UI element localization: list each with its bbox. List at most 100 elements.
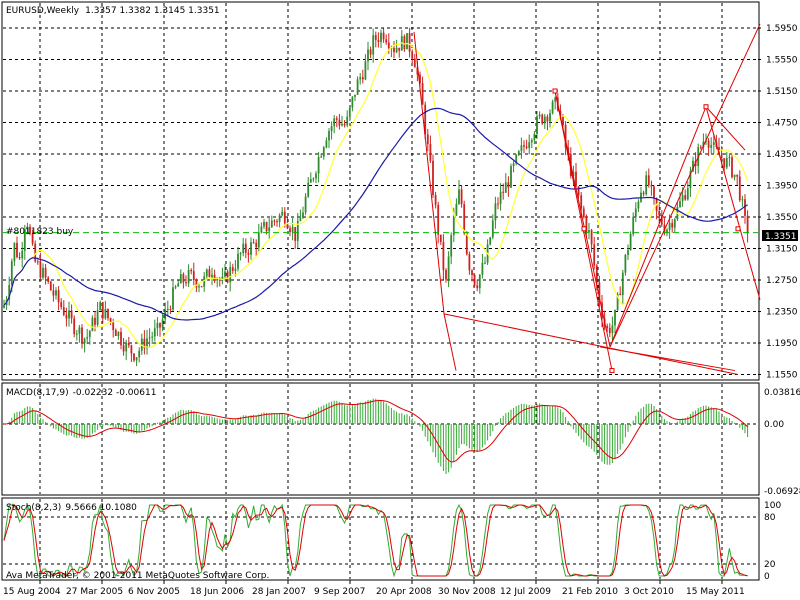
price-label-5: 1.3950 [766, 182, 798, 192]
candle-26 [70, 304, 73, 324]
candle-17 [47, 276, 50, 284]
candle-body [166, 309, 169, 311]
candle-29 [78, 325, 81, 343]
candle-202 [528, 134, 531, 155]
candle-body [598, 282, 601, 303]
candle-body [533, 133, 536, 141]
candle-45 [120, 327, 122, 350]
candle-body [582, 208, 585, 218]
candle-body [393, 47, 395, 53]
candle-body [335, 118, 338, 120]
candle-65 [172, 281, 174, 312]
candle-112 [294, 227, 297, 249]
candle-body [577, 186, 580, 196]
candle-177 [463, 200, 466, 236]
candle-104 [273, 219, 276, 226]
candle-body [198, 286, 200, 288]
candle-body [445, 270, 447, 280]
candle-body [44, 267, 47, 278]
candle-body [231, 267, 234, 271]
candle-93 [244, 238, 247, 259]
macd-panel[interactable] [1, 382, 760, 496]
candle-body [8, 284, 11, 300]
time-label-8: 12 Jul 2009 [500, 587, 551, 597]
candle-body [499, 191, 502, 204]
stoch-series [3, 503, 748, 578]
candle-body [611, 325, 614, 334]
candle-body [255, 242, 258, 248]
time-axis: 15 Aug 2004 27 Mar 2005 6 Nov 2005 18 Jun 2… [3, 580, 745, 597]
candle-38 [101, 301, 104, 324]
candle-body [621, 272, 624, 296]
candle-248 [647, 168, 650, 188]
candle-90 [237, 247, 239, 272]
time-label-0: 15 Aug 2004 [3, 587, 61, 597]
candle-body [169, 309, 172, 311]
candle-174 [455, 198, 458, 217]
candle-body [346, 116, 349, 126]
candle-body [681, 195, 684, 202]
candle-body [276, 221, 278, 223]
candle-body [543, 116, 546, 124]
candle-241 [629, 231, 632, 251]
candle-134 [351, 96, 354, 112]
candle-body [442, 242, 445, 271]
candle-152 [398, 47, 401, 58]
candle-body [49, 281, 52, 291]
candle-195 [510, 163, 512, 189]
price-label-11: 1.1550 [766, 371, 798, 381]
candle-157 [411, 49, 414, 64]
candle-70 [185, 275, 187, 287]
candle-56 [148, 328, 151, 347]
time-label-3: 18 Jun 2006 [190, 587, 244, 597]
candle-105 [276, 218, 278, 227]
candle-body [36, 261, 39, 263]
main-panel[interactable] [1, 1, 760, 381]
candle-91 [239, 251, 242, 261]
candle-285 [744, 194, 746, 224]
candle-260 [679, 192, 681, 208]
candle-81 [213, 269, 216, 284]
trend-line-9 [705, 106, 746, 151]
time-label-4: 28 Jan 2007 [252, 587, 306, 597]
stoch-signal-line [3, 504, 748, 577]
candle-body [608, 327, 611, 334]
candle-79 [208, 265, 211, 278]
candle-21 [57, 286, 60, 311]
candle-body [738, 176, 741, 201]
candle-31 [83, 337, 86, 353]
candle-body [179, 274, 182, 284]
candle-227 [593, 236, 596, 270]
candle-body [699, 147, 702, 149]
candle-body [733, 174, 736, 178]
candle-268 [699, 144, 702, 150]
candle-14 [39, 252, 42, 280]
candle-80 [211, 267, 213, 286]
price-label-4: 1.4350 [766, 150, 798, 160]
candle-108 [283, 207, 286, 228]
trend-line-10 [599, 346, 736, 372]
candle-body [411, 51, 414, 59]
candle-body [720, 154, 723, 159]
candle-body [185, 282, 187, 284]
candle-body [91, 317, 94, 332]
candle-body [403, 36, 406, 50]
candle-281 [733, 174, 736, 181]
candle-body [291, 227, 294, 233]
candle-138 [361, 69, 364, 84]
candle-body [562, 115, 564, 126]
candle-92 [242, 237, 245, 257]
candle-27 [73, 315, 76, 338]
candle-body [263, 222, 265, 227]
candle-196 [512, 160, 515, 173]
candle-body [572, 171, 575, 176]
candle-115 [302, 206, 304, 219]
candle-99 [260, 222, 263, 234]
trend-line-6 [739, 228, 761, 300]
candle-body [328, 131, 330, 141]
candle-body [161, 319, 164, 328]
candle-body [549, 113, 551, 122]
candle-body [382, 32, 385, 40]
